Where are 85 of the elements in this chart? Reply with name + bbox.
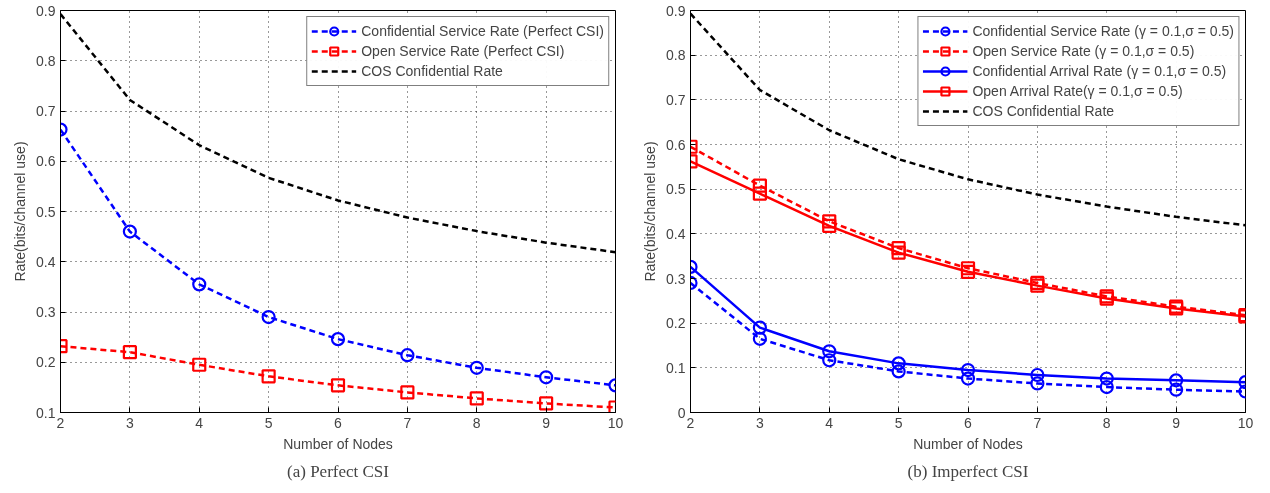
legend-label: Confidential Arrival Rate (γ = 0.1,σ = 0.5) [972, 62, 1227, 80]
point [261, 309, 276, 325]
x-tick-label: 3 [125, 414, 134, 431]
y-tick-label: 0.9 [666, 2, 686, 19]
x-tick-label: 4 [195, 414, 204, 431]
legend-label: COS Confidential Rate [361, 62, 503, 80]
text: (a) Perfect CSI [287, 461, 390, 481]
x-tick-label: 8 [472, 414, 481, 431]
y-tick-label: 0.8 [666, 47, 686, 64]
x-tick-label: 2 [686, 414, 695, 431]
x-tick-label: 2 [56, 414, 65, 431]
point [400, 348, 415, 363]
y-tick-label: 0.6 [666, 136, 686, 153]
legend-label: Confidential Service Rate (Perfect CSI) [361, 22, 604, 40]
point [330, 332, 346, 347]
y-tick-label: 0.3 [666, 270, 686, 287]
point [891, 241, 906, 256]
point [1099, 379, 1114, 395]
y-tick-label: 0.8 [36, 52, 56, 69]
y-tick-label: 0.1 [36, 404, 56, 421]
point [330, 378, 346, 393]
x-tick-label: 9 [1172, 414, 1181, 431]
point [752, 178, 767, 193]
point [192, 357, 207, 372]
point [960, 371, 976, 386]
x-tick-label: 10 [1237, 414, 1254, 431]
y-tick-label: 0.2 [36, 354, 56, 371]
y-tick-label: 0.6 [36, 153, 56, 170]
x-tick-label: 3 [755, 414, 764, 431]
point [752, 331, 767, 346]
x-tick-label: 8 [1102, 414, 1111, 431]
point [122, 224, 137, 239]
x-tick-label: 5 [894, 414, 903, 431]
point [122, 345, 137, 360]
legend-label: COS Confidential Rate [972, 102, 1115, 120]
point [891, 245, 906, 260]
x-tick-label: 6 [964, 414, 973, 431]
point [1169, 373, 1184, 388]
y-tick-label: 0.9 [36, 2, 56, 19]
y-tick-label: 0.5 [666, 181, 686, 198]
legend-label: Open Arrival Rate(γ = 0.1,σ = 0.5) [972, 82, 1183, 100]
y-tick-label: 0.1 [666, 359, 686, 376]
x-tick-label: 10 [607, 414, 624, 431]
point [891, 356, 906, 371]
point [752, 320, 767, 335]
y-axis-title: Rate(bits/channel use) [642, 141, 659, 282]
point [1030, 376, 1045, 391]
y-tick-label: 0.7 [36, 103, 56, 119]
y-tick-label: 0 [677, 404, 686, 421]
legend-label: Open Service Rate (γ = 0.1,σ = 0.5) [972, 42, 1195, 60]
y-tick-label: 0.2 [666, 315, 686, 332]
point [1169, 382, 1184, 397]
legend-label: Confidential Service Rate (γ = 0.1,σ = 0.5) [972, 22, 1234, 40]
point [752, 186, 767, 201]
y-axis-title: Rate(bits/channel use) [12, 141, 29, 282]
point [539, 370, 554, 385]
point [822, 353, 837, 368]
x-axis-title: Number of Nodes [913, 435, 1023, 452]
point [192, 277, 207, 292]
x-tick-label: 9 [542, 414, 551, 431]
y-tick-label: 0.4 [36, 253, 56, 270]
x-tick-label: 4 [825, 414, 834, 431]
point [469, 360, 484, 375]
point [400, 385, 415, 400]
legend-label: Open Service Rate (Perfect CSI) [361, 42, 565, 60]
text: (b) Imperfect CSI [907, 461, 1029, 481]
point [469, 391, 484, 406]
x-tick-label: 5 [264, 414, 273, 431]
point [1030, 367, 1045, 383]
point [539, 396, 554, 411]
y-tick-label: 0.5 [36, 203, 56, 220]
point [1099, 371, 1114, 386]
point [891, 364, 906, 379]
y-tick-label: 0.7 [666, 91, 686, 108]
point [822, 344, 837, 359]
point [960, 362, 976, 378]
x-tick-label: 7 [1033, 414, 1042, 431]
y-tick-label: 0.3 [36, 304, 56, 320]
point [822, 214, 837, 229]
y-tick-label: 0.4 [666, 225, 686, 242]
x-tick-label: 6 [334, 414, 343, 431]
point [822, 218, 837, 233]
x-tick-label: 7 [403, 414, 412, 431]
point [261, 369, 276, 384]
x-axis-title: Number of Nodes [283, 435, 393, 452]
